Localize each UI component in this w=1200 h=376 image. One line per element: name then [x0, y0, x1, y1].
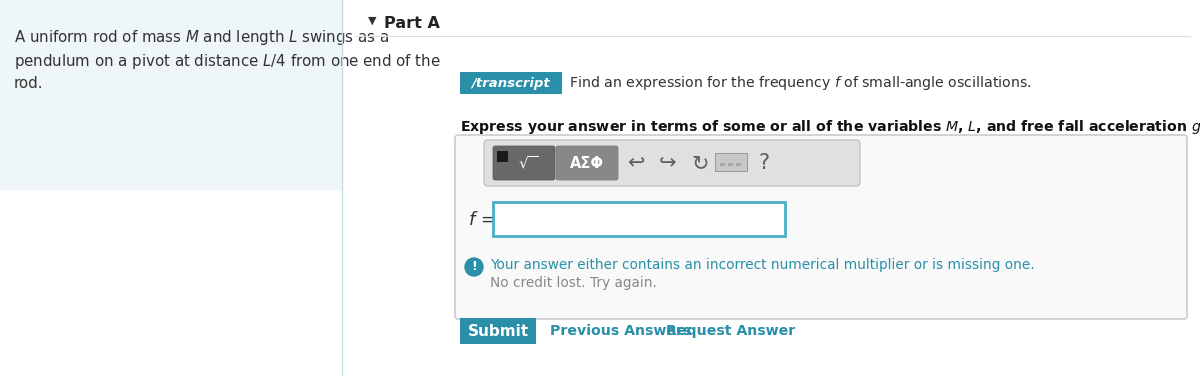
Text: A uniform rod of mass $M$ and length $L$ swings as a: A uniform rod of mass $M$ and length $L$… [14, 28, 389, 47]
FancyBboxPatch shape [497, 151, 508, 162]
Text: Part A: Part A [384, 16, 440, 31]
Text: rod.: rod. [14, 76, 43, 91]
FancyBboxPatch shape [556, 146, 618, 180]
FancyBboxPatch shape [455, 135, 1187, 319]
Text: Previous Answers: Previous Answers [550, 324, 691, 338]
FancyBboxPatch shape [493, 146, 554, 180]
FancyBboxPatch shape [0, 0, 342, 190]
FancyBboxPatch shape [720, 163, 725, 166]
Text: /transcript: /transcript [472, 76, 551, 89]
Text: Express your answer in terms of some or all of the variables $M$, $L$, and free : Express your answer in terms of some or … [460, 118, 1200, 136]
Text: Submit: Submit [468, 323, 528, 338]
Text: ↻: ↻ [691, 153, 709, 173]
Text: ↪: ↪ [659, 153, 677, 173]
FancyBboxPatch shape [484, 140, 860, 186]
Text: ↩: ↩ [628, 153, 644, 173]
Text: ?: ? [758, 153, 769, 173]
FancyBboxPatch shape [715, 153, 746, 171]
FancyBboxPatch shape [460, 72, 562, 94]
Text: $f$ =: $f$ = [468, 211, 496, 229]
Text: Your answer either contains an incorrect numerical multiplier or is missing one.: Your answer either contains an incorrect… [490, 258, 1034, 272]
Text: Find an expression for the frequency $f$ of small-angle oscillations.: Find an expression for the frequency $f$… [569, 74, 1032, 92]
Text: ΑΣΦ: ΑΣΦ [570, 156, 604, 170]
Text: $\sqrt{\ }$: $\sqrt{\ }$ [517, 155, 539, 171]
Circle shape [466, 258, 482, 276]
FancyBboxPatch shape [728, 163, 733, 166]
FancyBboxPatch shape [736, 163, 742, 166]
Text: pendulum on a pivot at distance $L/4$ from one end of the: pendulum on a pivot at distance $L/4$ fr… [14, 52, 440, 71]
Text: !: ! [472, 261, 476, 273]
FancyBboxPatch shape [460, 318, 536, 344]
Text: No credit lost. Try again.: No credit lost. Try again. [490, 276, 656, 290]
Text: ▼: ▼ [368, 16, 377, 26]
Text: Request Answer: Request Answer [666, 324, 796, 338]
FancyBboxPatch shape [493, 202, 785, 236]
